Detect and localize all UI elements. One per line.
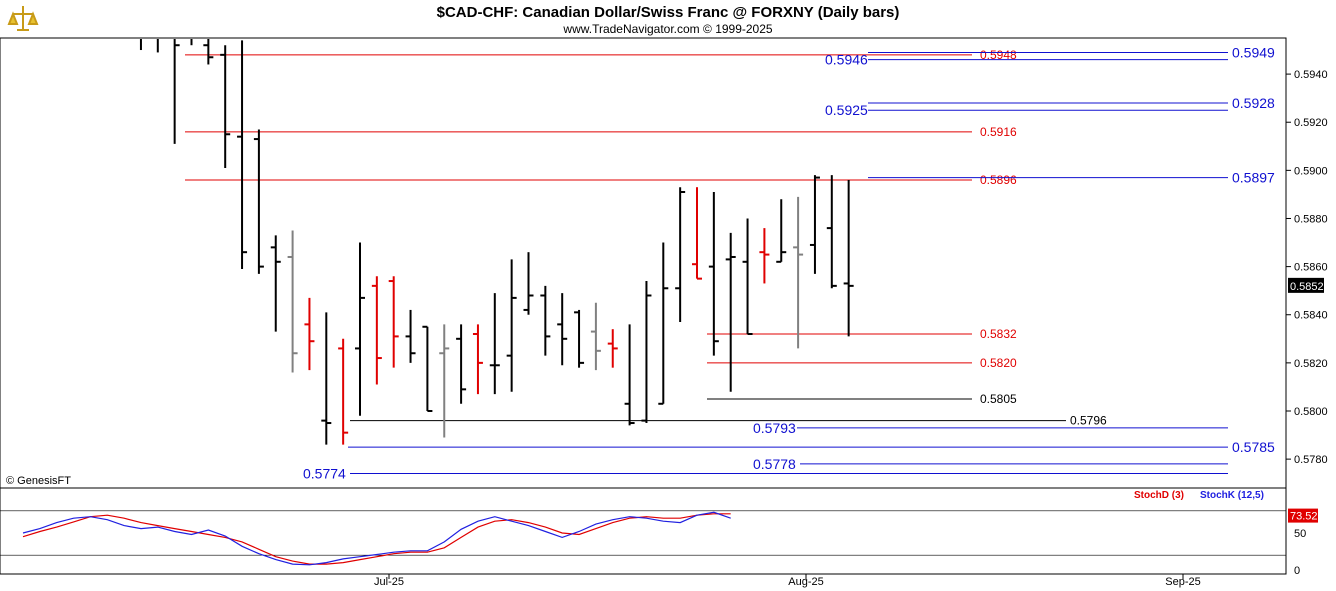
price-tick-label: 0.5940 bbox=[1294, 69, 1328, 81]
price-panel bbox=[0, 37, 1287, 489]
red-level-label: 0.5832 bbox=[980, 327, 1017, 341]
blue-level-label: 0.5928 bbox=[1232, 95, 1275, 111]
date-tick-label: Sep-25 bbox=[1165, 576, 1200, 588]
chart-subtitle: www.TradeNavigator.com © 1999-2025 bbox=[562, 22, 772, 36]
chart-title: $CAD-CHF: Canadian Dollar/Swiss Franc @ … bbox=[437, 4, 900, 21]
price-tick-label: 0.5820 bbox=[1294, 358, 1328, 370]
stoch-value-label: 73.52 bbox=[1290, 511, 1318, 523]
price-tick-label: 0.5860 bbox=[1294, 262, 1328, 274]
blue-level-label: 0.5785 bbox=[1232, 439, 1275, 455]
legend-stochd: StochD (3) bbox=[1134, 490, 1184, 501]
price-tick-label: 0.5780 bbox=[1294, 454, 1328, 466]
blue-level-label: 0.5946 bbox=[825, 52, 868, 68]
ohlc-bars bbox=[139, 39, 854, 445]
blue-level-label: 0.5778 bbox=[753, 456, 796, 472]
price-tick-label: 0.5880 bbox=[1294, 213, 1328, 225]
header-band bbox=[0, 0, 1336, 38]
stoch-tick-label: 0 bbox=[1294, 565, 1300, 577]
price-levels: 0.5948 0.5916 0.5896 0.5832 0.5820 0.5805 0.57… bbox=[185, 44, 1275, 482]
stoch-axis: 0 50 73.52 bbox=[1288, 508, 1318, 577]
blue-level-label: 0.5774 bbox=[303, 466, 346, 482]
red-level-label: 0.5948 bbox=[980, 48, 1017, 62]
stoch-tick-label: 50 bbox=[1294, 528, 1306, 540]
copyright-label: © GenesisFT bbox=[6, 475, 71, 487]
date-tick-label: Aug-25 bbox=[788, 576, 823, 588]
last-price-label: 0.5852 bbox=[1290, 281, 1324, 293]
stoch-line bbox=[22, 511, 731, 566]
stoch-panel bbox=[0, 487, 1287, 575]
black-level-label: 0.5796 bbox=[1070, 414, 1107, 428]
blue-level-label: 0.5897 bbox=[1232, 170, 1275, 186]
red-level-label: 0.5820 bbox=[980, 356, 1017, 370]
red-level-label: 0.5916 bbox=[980, 125, 1017, 139]
price-axis: 0.5780 0.5800 0.5820 0.5840 0.5860 0.5880 0.59… bbox=[1286, 69, 1328, 466]
last-price-box bbox=[1288, 277, 1324, 293]
blue-level-label: 0.5793 bbox=[753, 420, 796, 436]
date-axis: Jul-25 Aug-25 Sep-25 bbox=[374, 574, 1201, 588]
stoch-lines bbox=[0, 510, 1286, 566]
date-tick-label: Jul-25 bbox=[374, 576, 404, 588]
blue-level-label: 0.5949 bbox=[1232, 44, 1275, 60]
stoch-value-box bbox=[1288, 508, 1318, 523]
price-tick-label: 0.5920 bbox=[1294, 117, 1328, 129]
logo-icon bbox=[7, 3, 39, 33]
red-level-label: 0.5896 bbox=[980, 173, 1017, 187]
legend-stochk: StochK (12,5) bbox=[1200, 490, 1264, 501]
stoch-line bbox=[22, 513, 731, 565]
black-level-label: 0.5805 bbox=[980, 392, 1017, 406]
price-tick-label: 0.5840 bbox=[1294, 310, 1328, 322]
price-tick-label: 0.5900 bbox=[1294, 165, 1328, 177]
price-tick-label: 0.5800 bbox=[1294, 406, 1328, 418]
blue-level-label: 0.5925 bbox=[825, 102, 868, 118]
